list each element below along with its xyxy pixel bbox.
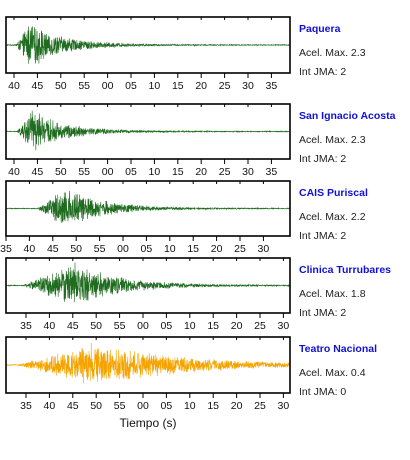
x-tick-label: 35 [20,400,32,412]
x-tick-label: 10 [149,80,161,92]
x-tick-label: 20 [231,320,243,332]
x-tick-label: 15 [187,243,199,255]
x-tick-label: 45 [47,243,59,255]
max-acceleration-label: Acel. Max. 2.2 [299,211,366,223]
panel-0: 40 45 50 55 00 05 10 15 20 25 30 35 Paquera Acel. Max… [5,16,366,92]
x-tick-label: 00 [102,166,114,178]
x-tick-label: 10 [149,166,161,178]
x-tick-label: 30 [278,400,290,412]
station-name: San Ignacio Acosta [299,110,396,122]
panels-group: 40 45 50 55 00 05 10 15 20 25 30 35 Paquera Acel. Max… [0,16,396,412]
x-tick-label: 15 [207,400,219,412]
x-tick-label: 55 [78,166,90,178]
jma-intensity-label: Int JMA: 2 [299,153,346,165]
x-tick-label: 20 [195,80,207,92]
max-acceleration-label: Acel. Max. 2.3 [299,47,366,59]
x-tick-label: 45 [67,320,79,332]
x-tick-label: 35 [0,243,12,255]
x-tick-label: 30 [242,166,254,178]
x-tick-label: 00 [137,320,149,332]
waveform-trace [5,190,291,223]
x-tick-label: 40 [24,243,36,255]
x-tick-label: 00 [117,243,129,255]
x-tick-label: 30 [242,80,254,92]
x-tick-label: 25 [254,320,266,332]
x-tick-label: 20 [231,400,243,412]
max-acceleration-label: Acel. Max. 2.3 [299,134,366,146]
x-tick-label: 55 [114,320,126,332]
x-tick-label: 25 [219,80,231,92]
x-tick-label: 25 [219,166,231,178]
x-tick-label: 50 [90,400,102,412]
x-tick-label: 40 [44,320,56,332]
panel-3: 35 40 45 50 55 00 05 10 15 20 25 30 Clinica Turrubar… [5,257,391,332]
x-tick-label: 10 [184,400,196,412]
jma-intensity-label: Int JMA: 2 [299,230,346,242]
panel-frame [5,16,291,74]
x-tick-label: 05 [161,320,173,332]
jma-intensity-label: Int JMA: 0 [299,386,346,398]
x-tick-label: 40 [8,80,20,92]
panel-2: 35 40 45 50 55 00 05 10 15 20 25 30 CAIS Puriscal Ace… [0,180,368,255]
x-tick-label: 15 [172,80,184,92]
x-tick-label: 45 [32,80,44,92]
panel-frame [5,103,291,160]
x-tick-label: 30 [278,320,290,332]
x-tick-label: 20 [195,166,207,178]
x-tick-label: 55 [114,400,126,412]
x-axis-title: Tiempo (s) [120,416,177,430]
x-tick-label: 45 [32,166,44,178]
panel-frame [5,257,291,314]
panel-4: 35 40 45 50 55 00 05 10 15 20 25 30 Teatro Nacional A… [5,336,377,412]
x-tick-label: 25 [254,400,266,412]
station-name: Clinica Turrubares [299,264,391,276]
x-tick-label: 00 [137,400,149,412]
x-tick-label: 15 [207,320,219,332]
waveform-trace [5,26,291,64]
jma-intensity-label: Int JMA: 2 [299,307,346,319]
x-tick-label: 50 [55,166,67,178]
x-tick-label: 15 [172,166,184,178]
x-tick-label: 45 [67,400,79,412]
x-tick-label: 55 [78,80,90,92]
max-acceleration-label: Acel. Max. 0.4 [299,367,366,379]
panel-1: 40 45 50 55 00 05 10 15 20 25 30 35 San Ignacio Acos… [5,103,396,178]
x-tick-label: 10 [164,243,176,255]
station-name: Teatro Nacional [299,343,377,355]
x-tick-label: 05 [125,80,137,92]
x-tick-label: 55 [94,243,106,255]
x-tick-label: 35 [266,166,278,178]
x-tick-label: 10 [184,320,196,332]
panel-frame [5,180,291,237]
panel-frame [5,336,291,394]
waveform-trace [5,262,291,303]
x-tick-label: 25 [234,243,246,255]
x-tick-label: 20 [211,243,223,255]
station-name: Paquera [299,23,341,35]
jma-intensity-label: Int JMA: 2 [299,66,346,78]
x-tick-label: 35 [20,320,32,332]
x-tick-label: 30 [258,243,270,255]
waveform-trace [5,110,291,151]
max-acceleration-label: Acel. Max. 1.8 [299,288,366,300]
x-tick-label: 40 [8,166,20,178]
x-tick-label: 50 [90,320,102,332]
x-tick-label: 50 [70,243,82,255]
x-tick-label: 35 [266,80,278,92]
x-tick-label: 00 [102,80,114,92]
x-tick-label: 05 [161,400,173,412]
x-tick-label: 05 [141,243,153,255]
x-tick-label: 50 [55,80,67,92]
station-name: CAIS Puriscal [299,187,368,199]
waveform-trace [5,342,291,384]
x-tick-label: 05 [125,166,137,178]
x-tick-label: 40 [44,400,56,412]
